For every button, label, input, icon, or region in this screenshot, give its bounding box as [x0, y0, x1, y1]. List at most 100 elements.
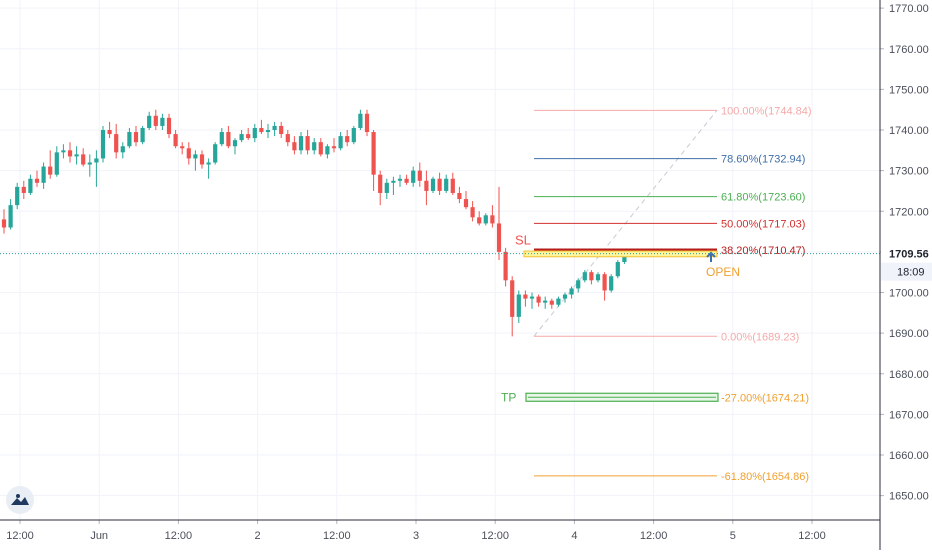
candle: [61, 144, 66, 159]
candle: [404, 174, 409, 185]
candle-body: [378, 174, 383, 193]
candle-body: [34, 178, 40, 183]
candle-body: [180, 146, 185, 149]
candle-body: [127, 132, 132, 147]
y-tick-label: 1690.00: [889, 328, 929, 340]
candle: [292, 136, 297, 155]
candle: [457, 186, 462, 204]
candle: [609, 274, 614, 293]
x-tick-label: 12:00: [481, 530, 509, 542]
y-tick-label: 1770.00: [889, 3, 929, 15]
candle: [15, 182, 20, 210]
candle: [417, 162, 422, 187]
candle: [576, 278, 581, 293]
candle-body: [74, 154, 79, 157]
x-tick-label: 3: [413, 530, 419, 542]
candle-body: [100, 130, 106, 159]
candle-body: [147, 115, 152, 128]
candle: [100, 125, 106, 163]
candle: [331, 138, 337, 153]
candle: [272, 121, 277, 137]
candle-body: [199, 154, 205, 165]
x-tick-label: 4: [571, 530, 577, 542]
candle-body: [81, 154, 86, 165]
candle: [246, 127, 251, 141]
candle-body: [371, 132, 376, 175]
candle-body: [279, 125, 284, 135]
candle: [397, 174, 403, 187]
candle-body: [298, 136, 304, 151]
fib-level-label: 50.00%(1717.03): [721, 218, 805, 230]
candle: [74, 146, 79, 165]
candle-body: [562, 294, 568, 299]
candle-body: [516, 294, 521, 317]
candle: [595, 272, 601, 283]
candle: [529, 292, 535, 309]
x-tick-label: 12:00: [798, 530, 826, 542]
candle-body: [265, 130, 271, 133]
candle-body: [292, 142, 297, 151]
y-tick-label: 1660.00: [889, 450, 929, 462]
candle: [1, 209, 7, 234]
candle-body: [609, 276, 614, 291]
candle-body: [536, 296, 541, 303]
candle-body: [61, 150, 66, 153]
candle: [94, 150, 99, 187]
candle: [305, 130, 310, 155]
candle-body: [477, 217, 482, 224]
candle-body: [206, 162, 211, 165]
fib-level-label: -27.00%(1674.21): [721, 392, 809, 404]
candle-body: [576, 280, 581, 289]
candle-body: [450, 178, 455, 193]
candle: [206, 158, 211, 179]
y-tick-label: 1700.00: [889, 288, 929, 300]
candle-body: [8, 205, 13, 228]
candle: [477, 211, 482, 226]
candle: [173, 130, 178, 149]
x-tick-label: 12:00: [323, 530, 351, 542]
candle-body: [213, 144, 218, 163]
candle: [226, 125, 231, 149]
y-tick-label: 1670.00: [889, 409, 929, 421]
candle-body: [232, 140, 238, 147]
candle-body: [430, 178, 436, 191]
candle: [279, 121, 284, 139]
candle-body: [140, 127, 145, 143]
candle: [378, 170, 383, 206]
candle: [424, 170, 429, 206]
candle-body: [543, 300, 548, 303]
candle: [140, 125, 145, 145]
x-tick-label: 12:00: [165, 530, 193, 542]
candle-body: [219, 132, 224, 145]
candle: [615, 260, 620, 279]
candle: [450, 172, 455, 195]
candle-body: [305, 136, 310, 151]
candle: [67, 142, 73, 163]
fib-level-label: -61.80%(1654.86): [721, 471, 809, 483]
candle: [133, 125, 139, 147]
y-tick-label: 1740.00: [889, 125, 929, 137]
candle-body: [259, 127, 264, 133]
annotation-layer: SL TP OPEN: [0, 233, 880, 404]
candle: [120, 142, 125, 159]
current-price-label: 1709.56: [889, 249, 929, 261]
candle-body: [87, 162, 92, 165]
candle-body: [411, 170, 416, 183]
tradingview-logo-icon[interactable]: [6, 486, 34, 514]
candle: [371, 130, 376, 191]
candle: [87, 154, 92, 177]
y-tick-label: 1680.00: [889, 369, 929, 381]
candle: [582, 270, 587, 283]
y-tick-label: 1750.00: [889, 84, 929, 96]
candle-body: [272, 125, 277, 130]
candle: [186, 142, 191, 165]
candle: [556, 296, 561, 307]
fib-level-label: 38.20%(1710.47): [721, 245, 805, 257]
candle-body: [470, 207, 475, 218]
candle: [483, 213, 488, 226]
candle-body: [173, 134, 178, 147]
candle-body: [510, 280, 515, 317]
